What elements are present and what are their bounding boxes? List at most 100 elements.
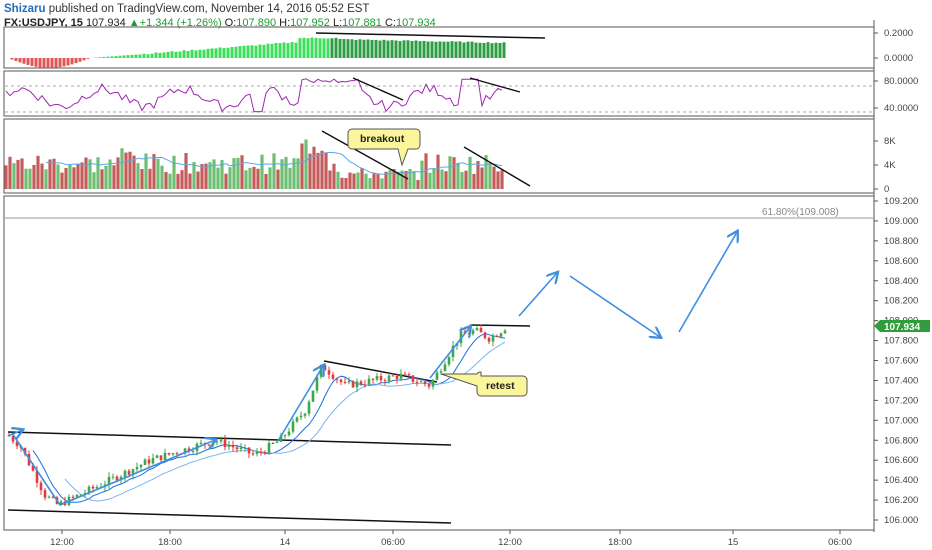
candle-body: [191, 450, 195, 452]
macd-bar: [110, 56, 114, 58]
volume-bar: [24, 168, 28, 189]
candle-body: [479, 328, 483, 333]
arrow-wave-2: [11, 432, 215, 506]
macd-bar: [102, 56, 106, 58]
macd-bar: [302, 37, 306, 58]
macd-bar: [250, 45, 254, 58]
macd-bar: [258, 44, 262, 58]
candle-body: [399, 373, 403, 379]
volume-bar: [72, 167, 76, 189]
macd-bar: [430, 41, 434, 58]
macd-bar: [22, 58, 26, 64]
macd-bar: [82, 58, 86, 61]
macd-histogram: [10, 37, 506, 68]
candle-body: [107, 476, 111, 485]
candle-body: [471, 330, 475, 335]
macd-bar: [466, 41, 470, 58]
candle-body: [147, 459, 151, 464]
candle-body: [443, 364, 447, 372]
volume-bar: [464, 170, 468, 189]
rsi-pane[interactable]: [3, 70, 875, 117]
macd-bar: [286, 43, 290, 58]
macd-bar: [166, 51, 170, 58]
macd-bar: [178, 51, 182, 58]
candle-body: [335, 378, 339, 380]
macd-bar: [410, 40, 414, 58]
candle-body: [51, 496, 55, 498]
time-tick: 14: [280, 537, 291, 548]
volume-bar: [136, 163, 140, 189]
macd-bar: [50, 58, 54, 68]
macd-bar: [174, 51, 178, 58]
symbol-ticker[interactable]: FX:USDJPY, 15: [4, 17, 83, 29]
moving-averages: [32, 333, 506, 503]
candle-body: [343, 382, 347, 384]
volume-bar: [128, 151, 132, 189]
macd-bar: [382, 39, 386, 58]
volume-bar: [252, 166, 256, 189]
macd-bar: [306, 38, 310, 58]
low-label: L:: [332, 17, 343, 29]
macd-bar: [34, 58, 38, 67]
last-price-tag-label: 107.934: [884, 322, 921, 333]
volume-bar: [132, 155, 136, 189]
volume-bar: [264, 173, 268, 189]
candle-body: [347, 381, 351, 383]
top-resistance: [469, 324, 531, 327]
arrow-projection-3: [678, 232, 737, 333]
volume-bar: [176, 173, 180, 189]
price-tick: 108.800: [884, 236, 918, 247]
volume-bar: [188, 173, 192, 189]
macd-bar: [142, 53, 146, 58]
volume-bar: [76, 163, 80, 189]
candle-body: [231, 445, 235, 448]
macd-bar: [170, 51, 174, 58]
retest-callout[interactable]: retest: [440, 371, 528, 397]
volume-bar: [64, 168, 68, 189]
volume-bar: [480, 167, 484, 189]
volume-bar: [360, 167, 364, 189]
macd-bar: [158, 52, 162, 58]
macd-bar: [26, 58, 30, 65]
macd-bar: [434, 41, 438, 58]
price-pane[interactable]: [3, 195, 875, 531]
candle-body: [247, 447, 251, 454]
volume-bar: [80, 162, 84, 189]
volume-bar: [168, 173, 172, 189]
volume-bar: [420, 160, 424, 189]
volume-bar: [196, 171, 200, 189]
ma-fast: [32, 333, 506, 503]
volume-bar: [120, 148, 124, 189]
author-name[interactable]: Shizaru: [4, 3, 46, 15]
last-price: 107.934: [85, 17, 126, 29]
macd-bar: [338, 38, 342, 58]
channel-lower: [7, 509, 452, 524]
volume-bar: [16, 159, 20, 189]
volume-bar: [108, 159, 112, 189]
macd-tick-1: 0.0000: [884, 53, 913, 64]
volume-bar: [204, 163, 208, 189]
arrow-wave-3: [277, 366, 323, 442]
breakout-callout[interactable]: breakout: [347, 128, 421, 167]
volume-bar: [36, 155, 40, 189]
macd-bar: [30, 58, 34, 66]
macd-bar: [418, 41, 422, 58]
volume-bar: [88, 159, 92, 189]
candle-body: [175, 453, 179, 455]
candle-body: [135, 467, 139, 470]
volume-bar: [256, 168, 260, 189]
volume-bar: [476, 160, 480, 189]
macd-bar: [66, 58, 70, 66]
volume-bar: [260, 154, 264, 189]
macd-bar: [482, 43, 486, 58]
candle-body: [403, 373, 407, 375]
macd-bar: [70, 58, 74, 65]
price-tick: 109.000: [884, 216, 918, 227]
macd-bar: [202, 49, 206, 58]
volume-bar: [52, 158, 56, 189]
time-tick: 06:00: [381, 537, 405, 548]
macd-bar: [238, 46, 242, 58]
volume-bar: [224, 173, 228, 189]
candle-body: [315, 376, 319, 391]
